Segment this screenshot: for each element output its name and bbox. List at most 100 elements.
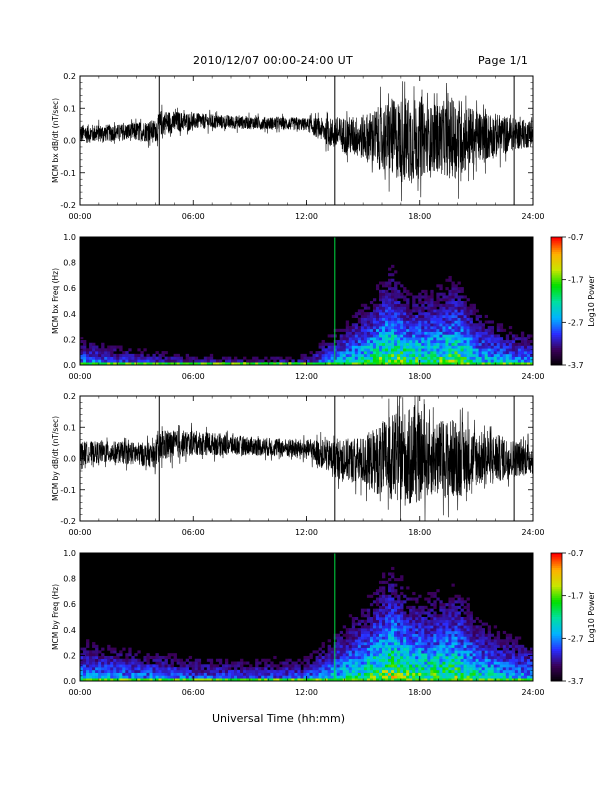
heatmap-cell — [345, 661, 350, 665]
heatmap-cell — [92, 359, 96, 363]
heatmap-cell — [394, 650, 398, 654]
heatmap-cell — [336, 658, 341, 662]
series-line — [79, 81, 534, 202]
heatmap-cell — [469, 622, 473, 626]
heatmap-cell — [436, 359, 440, 363]
heatmap-cell — [439, 345, 443, 349]
heatmap-cell — [170, 667, 174, 671]
colorbar-segment — [551, 251, 562, 255]
heatmap-cell — [430, 653, 434, 657]
colorbar-segment — [551, 309, 562, 313]
heatmap-cell — [221, 362, 226, 366]
heatmap-cell — [354, 639, 359, 643]
heatmap-cell — [472, 306, 476, 310]
heatmap-cell — [385, 292, 389, 296]
heatmap-cell — [330, 351, 334, 355]
heatmap-cell — [324, 669, 328, 673]
heatmap-cell — [369, 339, 374, 344]
heatmap-cell — [231, 362, 235, 366]
heatmap-cell — [324, 655, 328, 660]
heatmap-cell — [357, 655, 362, 660]
heatmap-cell — [406, 289, 410, 293]
heatmap-cell — [276, 672, 280, 676]
heatmap-cell — [397, 326, 401, 330]
heatmap-cell — [354, 658, 359, 662]
colorbar-segment — [551, 570, 562, 573]
heatmap-cell — [113, 359, 117, 363]
heatmap-cell — [372, 630, 377, 634]
heatmap-cell — [445, 647, 449, 651]
colorbar-segment — [551, 670, 562, 673]
heatmap-cell — [388, 633, 392, 637]
heatmap-cell — [391, 625, 395, 629]
heatmap-cell — [194, 661, 199, 665]
heatmap-cell — [98, 650, 102, 654]
heatmap-cell — [279, 667, 283, 671]
heatmap-cell — [385, 678, 389, 682]
heatmap-cell — [369, 647, 374, 651]
colorbar-tick-label: -3.7 — [568, 677, 584, 686]
heatmap-cell — [203, 359, 208, 363]
heatmap-cell — [439, 678, 443, 682]
heatmap-cell — [330, 348, 334, 352]
heatmap-cell — [427, 309, 431, 313]
heatmap-cell — [460, 359, 464, 363]
heatmap-cell — [363, 669, 368, 673]
heatmap-cell — [348, 339, 353, 344]
heatmap-cell — [424, 675, 428, 679]
heatmap-cell — [237, 362, 241, 366]
heatmap-cell — [418, 295, 422, 299]
heatmap-cell — [215, 667, 220, 671]
colorbar-segment — [551, 241, 562, 244]
heatmap-cell — [457, 636, 461, 640]
heatmap-cell — [318, 359, 322, 363]
heatmap-cell — [388, 326, 392, 330]
heatmap-cell — [92, 356, 96, 360]
heatmap-cell — [409, 292, 413, 296]
heatmap-cell — [526, 359, 531, 363]
heatmap-cell — [125, 669, 129, 673]
heatmap-cell — [493, 359, 498, 363]
heatmap-cell — [433, 314, 437, 318]
heatmap-cell — [318, 647, 322, 651]
heatmap-cell — [342, 353, 347, 357]
heatmap-cell — [388, 594, 392, 598]
heatmap-cell — [430, 289, 434, 293]
heatmap-cell — [409, 642, 413, 646]
heatmap-cell — [412, 295, 416, 299]
heatmap-cell — [406, 655, 410, 660]
heatmap-cell — [348, 669, 353, 673]
heatmap-cell — [508, 644, 513, 648]
heatmap-cell — [354, 653, 359, 657]
heatmap-cell — [460, 667, 464, 671]
heatmap-cell — [146, 678, 150, 682]
heatmap-cell — [388, 628, 392, 632]
heatmap-cell — [339, 653, 344, 657]
heatmap-cell — [382, 636, 386, 640]
heatmap-cell — [397, 611, 401, 615]
x-tick-label: 18:00 — [408, 372, 431, 381]
heatmap-cell — [330, 345, 334, 349]
heatmap-cell — [442, 672, 446, 676]
heatmap-cell — [478, 667, 482, 671]
heatmap-cell — [231, 669, 235, 673]
heatmap-cell — [312, 359, 316, 363]
heatmap-cell — [146, 655, 150, 660]
heatmap-cell — [400, 295, 404, 299]
heatmap-cell — [406, 672, 410, 676]
heatmap-cell — [466, 334, 470, 338]
heatmap-cell — [442, 345, 446, 349]
heatmap-cell — [439, 625, 443, 629]
heatmap-cell — [481, 351, 485, 355]
heatmap-cell — [478, 334, 482, 338]
heatmap-cell — [128, 353, 132, 357]
heatmap-cell — [454, 594, 458, 598]
heatmap-cell — [342, 328, 347, 332]
heatmap-cell — [436, 303, 440, 307]
heatmap-cell — [369, 328, 374, 332]
heatmap-cell — [526, 334, 531, 338]
heatmap-cell — [282, 661, 286, 665]
heatmap-cell — [463, 667, 467, 671]
heatmap-cell — [321, 353, 325, 357]
heatmap-cell — [348, 331, 353, 335]
